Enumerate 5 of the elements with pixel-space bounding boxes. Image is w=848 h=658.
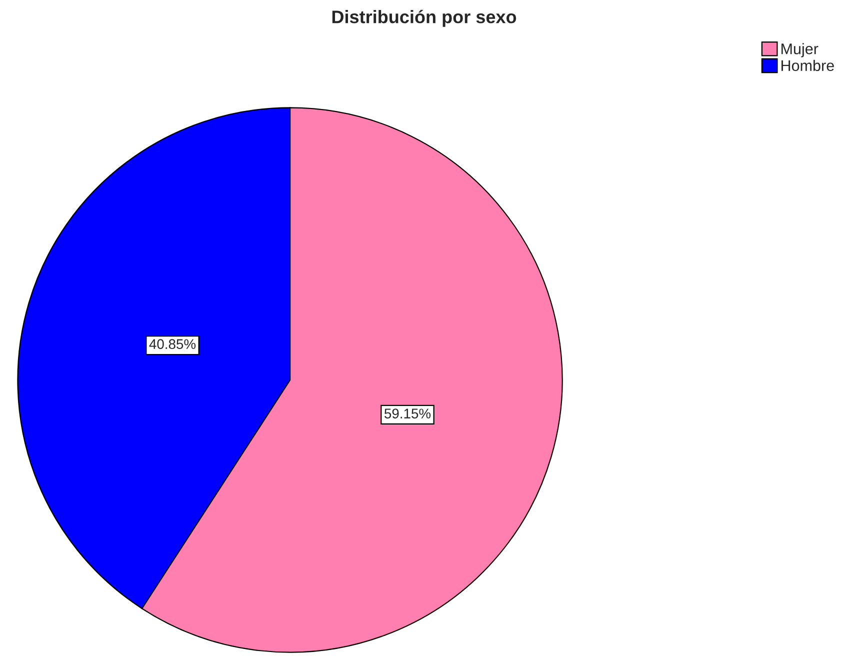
data-label: 59.15%: [384, 408, 431, 418]
data-label: 40.85%: [149, 339, 196, 349]
chart-title: Distribución por sexo: [332, 10, 516, 27]
legend-label: Mujer: [782, 43, 818, 58]
legend-label: Hombre: [782, 60, 834, 72]
